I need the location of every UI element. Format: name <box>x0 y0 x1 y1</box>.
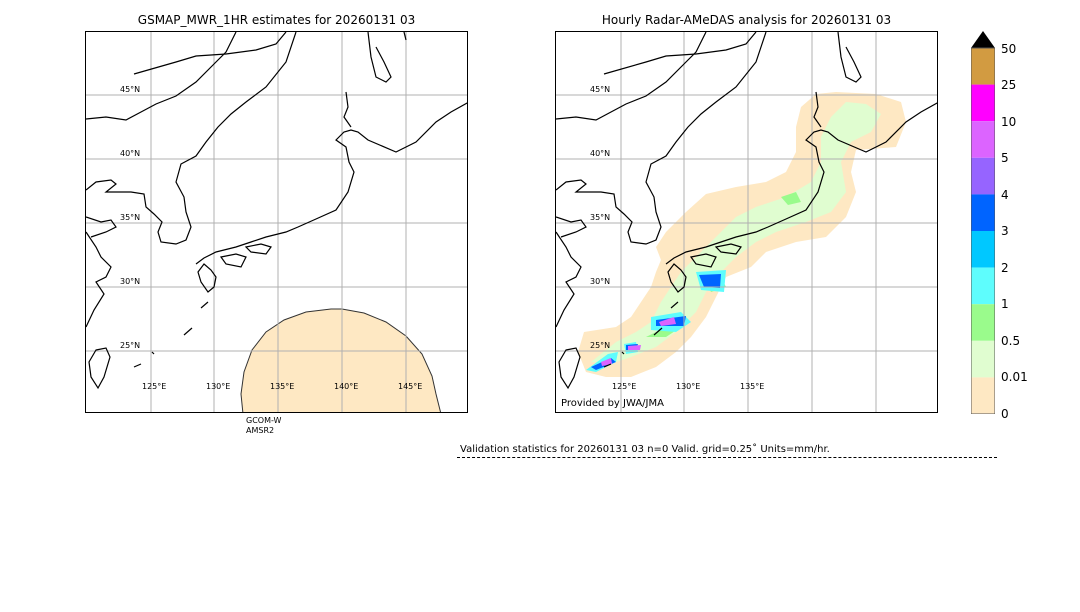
sensor-name: AMSR2 <box>246 426 275 435</box>
radar-rain-violet <box>659 317 676 326</box>
lon-label-130e: 130°E <box>676 382 701 391</box>
satellite-name: GCOM-W <box>246 416 282 425</box>
satellite-label: GCOM-W AMSR2 <box>246 416 281 436</box>
coastlines <box>556 32 937 390</box>
lon-label-130e: 130°E <box>206 382 231 391</box>
lat-label-35n: 35°N <box>590 213 611 222</box>
colorbar-tick-10: 10 <box>1001 115 1017 129</box>
lon-label-140e: 140°E <box>334 382 359 391</box>
colorbar-tick-4: 4 <box>1001 188 1009 202</box>
graticule <box>556 32 937 412</box>
lon-label-145e: 145°E <box>398 382 423 391</box>
colorbar-tick-1: 1 <box>1001 297 1009 311</box>
colorbar-tick-50: 50 <box>1001 42 1017 56</box>
lat-label-40n: 40°N <box>590 149 611 158</box>
validation-statistics: Validation statistics for 20260131 03 n=… <box>460 444 830 455</box>
right-map-canvas <box>556 32 937 412</box>
coastlines <box>86 32 467 390</box>
lat-label-45n: 45°N <box>590 85 611 94</box>
colorbar-tick-3: 3 <box>1001 224 1009 238</box>
colorbar-extend-arrow <box>971 31 995 48</box>
radar-light-rain <box>591 102 881 364</box>
satellite-swath <box>240 308 442 412</box>
colorbar-tick-25: 25 <box>1001 78 1017 92</box>
lat-label-25n: 25°N <box>590 341 611 350</box>
right-map-title: Hourly Radar-AMeDAS analysis for 2026013… <box>601 13 892 27</box>
radar-rain-blue <box>699 274 721 288</box>
left-map-gsmap: 45°N 40°N 35°N 30°N 25°N 125°E 130°E 135… <box>85 31 468 413</box>
lon-label-125e: 125°E <box>142 382 167 391</box>
colorbar-tick-5: 5 <box>1001 151 1009 165</box>
lat-label-30n: 30°N <box>590 277 611 286</box>
right-map-radar: 45°N 40°N 35°N 30°N 25°N 125°E 130°E 135… <box>555 31 938 413</box>
lat-label-35n: 35°N <box>120 213 141 222</box>
data-provider-credit: Provided by JWA/JMA <box>561 398 664 409</box>
lat-label-45n: 45°N <box>120 85 141 94</box>
colorbar-tick-2: 2 <box>1001 261 1009 275</box>
lat-label-25n: 25°N <box>120 341 141 350</box>
colorbar-tick-0-01: 0.01 <box>1001 370 1028 384</box>
lat-label-30n: 30°N <box>120 277 141 286</box>
left-map-title: GSMAP_MWR_1HR estimates for 20260131 03 <box>137 13 416 27</box>
lon-label-135e: 135°E <box>740 382 765 391</box>
graticule <box>86 32 467 412</box>
lon-label-125e: 125°E <box>612 382 637 391</box>
radar-moderate-green <box>781 192 801 205</box>
colorbar-tick-0-5: 0.5 <box>1001 334 1021 348</box>
colorbar <box>971 31 995 414</box>
left-map-canvas <box>86 32 467 412</box>
lon-label-135e: 135°E <box>270 382 295 391</box>
lat-label-40n: 40°N <box>120 149 141 158</box>
colorbar-tick-0: 0 <box>1001 407 1009 421</box>
validation-divider <box>457 457 997 458</box>
